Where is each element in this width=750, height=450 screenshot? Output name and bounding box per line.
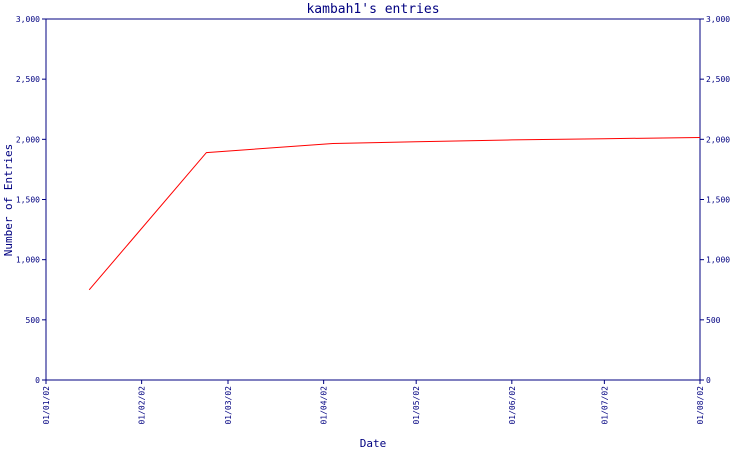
- y-tick-label-right: 2,500: [706, 75, 730, 84]
- x-tick-label: 01/03/02: [224, 386, 233, 425]
- plot-frame: [45, 18, 701, 381]
- series-line: [88, 137, 701, 291]
- y-tick-label-left: 3,000: [16, 15, 40, 24]
- y-tick-label-right: 500: [706, 316, 721, 325]
- x-axis: 01/01/02 01/02/02 01/03/02 01/04/02 01/05/02…: [42, 380, 705, 425]
- x-tick-label: 01/06/02: [508, 386, 517, 425]
- y-tick-label-right: 1,000: [706, 256, 730, 265]
- y-axis-title: Number of Entries: [2, 144, 15, 257]
- x-axis-title: Date: [360, 437, 387, 450]
- x-tick-label: 01/07/02: [600, 386, 609, 425]
- x-tick-label: 01/04/02: [320, 386, 329, 425]
- x-tick-label: 01/05/02: [412, 386, 421, 425]
- y-axis-left: 0 500 1,000 1,500 2,000 2,500 3,000: [16, 15, 46, 385]
- x-tick-label: 01/01/02: [42, 386, 51, 425]
- chart-title: kambah1's entries: [306, 2, 439, 17]
- y-tick-label-left: 1,000: [16, 256, 40, 265]
- x-tick-label: 01/08/02: [696, 386, 705, 425]
- y-tick-label-right: 1,500: [706, 196, 730, 205]
- y-tick-label-right: 3,000: [706, 15, 730, 24]
- x-tick-label: 01/02/02: [138, 386, 147, 425]
- series-group: [88, 137, 701, 291]
- y-tick-label-left: 500: [26, 316, 41, 325]
- y-axis-right: 0 500 1,000 1,500 2,000 2,500 3,000: [700, 15, 730, 385]
- y-tick-label-left: 2,500: [16, 75, 40, 84]
- y-tick-label-right: 0: [706, 376, 711, 385]
- y-tick-label-left: 2,000: [16, 135, 40, 144]
- y-tick-label-left: 1,500: [16, 196, 40, 205]
- y-tick-label-left: 0: [35, 376, 40, 385]
- y-tick-label-right: 2,000: [706, 135, 730, 144]
